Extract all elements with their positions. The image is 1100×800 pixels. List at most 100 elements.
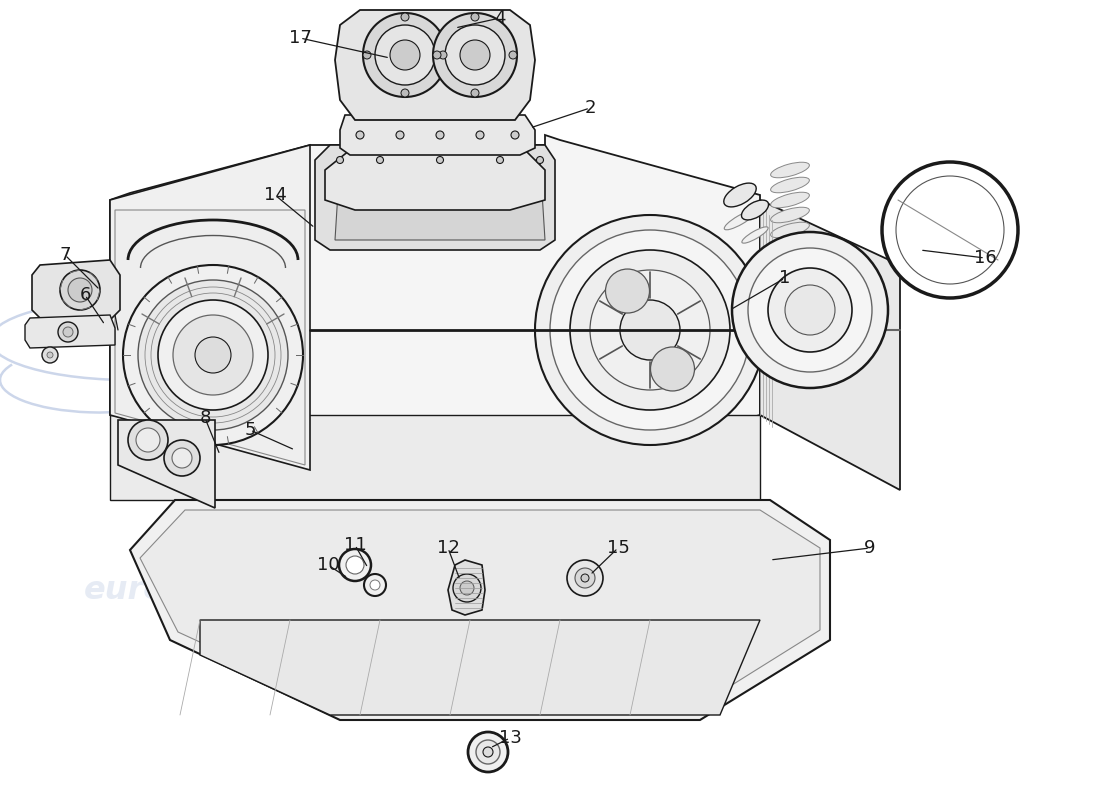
Circle shape xyxy=(882,162,1018,298)
Text: 8: 8 xyxy=(199,409,211,427)
Text: 9: 9 xyxy=(865,539,876,557)
Text: 5: 5 xyxy=(244,421,255,439)
Circle shape xyxy=(390,40,420,70)
Polygon shape xyxy=(336,10,535,120)
Circle shape xyxy=(439,51,447,59)
Ellipse shape xyxy=(741,227,768,243)
Ellipse shape xyxy=(771,192,810,208)
Circle shape xyxy=(512,131,519,139)
Ellipse shape xyxy=(771,238,810,253)
Ellipse shape xyxy=(724,210,756,230)
Circle shape xyxy=(768,268,852,352)
Circle shape xyxy=(370,580,379,590)
Text: eurospares: eurospares xyxy=(488,574,691,606)
Circle shape xyxy=(575,568,595,588)
Polygon shape xyxy=(25,315,115,348)
Circle shape xyxy=(128,420,168,460)
Circle shape xyxy=(590,270,710,390)
Ellipse shape xyxy=(771,252,810,268)
Circle shape xyxy=(173,315,253,395)
Text: 1: 1 xyxy=(779,269,791,287)
Circle shape xyxy=(476,131,484,139)
Circle shape xyxy=(509,51,517,59)
Text: eurospares: eurospares xyxy=(488,294,691,326)
Text: 10: 10 xyxy=(317,556,339,574)
Circle shape xyxy=(620,300,680,360)
Circle shape xyxy=(42,347,58,363)
Circle shape xyxy=(60,270,100,310)
Polygon shape xyxy=(130,500,830,720)
Circle shape xyxy=(164,440,200,476)
Text: 6: 6 xyxy=(79,286,90,304)
Ellipse shape xyxy=(771,222,810,238)
Text: 12: 12 xyxy=(437,539,460,557)
Polygon shape xyxy=(760,200,900,490)
Circle shape xyxy=(550,230,750,430)
Text: 7: 7 xyxy=(59,246,70,264)
Circle shape xyxy=(376,157,384,163)
Ellipse shape xyxy=(771,162,810,178)
Text: 11: 11 xyxy=(343,536,366,554)
Ellipse shape xyxy=(741,200,769,220)
Circle shape xyxy=(605,269,649,313)
Circle shape xyxy=(375,25,434,85)
Circle shape xyxy=(396,131,404,139)
Polygon shape xyxy=(448,560,485,615)
Text: 17: 17 xyxy=(288,29,311,47)
Polygon shape xyxy=(336,160,544,240)
Text: 15: 15 xyxy=(606,539,629,557)
Circle shape xyxy=(446,25,505,85)
Circle shape xyxy=(570,250,730,410)
Ellipse shape xyxy=(771,178,810,193)
Ellipse shape xyxy=(724,183,756,207)
Circle shape xyxy=(346,556,364,574)
Circle shape xyxy=(436,131,444,139)
Circle shape xyxy=(468,732,508,772)
Text: 13: 13 xyxy=(498,729,521,747)
Circle shape xyxy=(172,448,192,468)
Circle shape xyxy=(158,300,268,410)
Circle shape xyxy=(537,157,543,163)
Circle shape xyxy=(650,347,694,391)
Circle shape xyxy=(433,51,441,59)
Polygon shape xyxy=(324,150,544,210)
Polygon shape xyxy=(118,420,214,508)
Circle shape xyxy=(496,157,504,163)
Polygon shape xyxy=(116,210,305,465)
Circle shape xyxy=(47,352,53,358)
Circle shape xyxy=(363,51,371,59)
Circle shape xyxy=(356,131,364,139)
Circle shape xyxy=(460,40,490,70)
Text: 2: 2 xyxy=(584,99,596,117)
Polygon shape xyxy=(340,115,535,155)
Circle shape xyxy=(63,327,73,337)
Polygon shape xyxy=(110,145,310,470)
Circle shape xyxy=(138,280,288,430)
Circle shape xyxy=(483,747,493,757)
Circle shape xyxy=(535,215,764,445)
Text: 4: 4 xyxy=(494,9,506,27)
Circle shape xyxy=(68,278,92,302)
Text: eurospares: eurospares xyxy=(84,294,286,326)
Circle shape xyxy=(460,581,474,595)
Text: 16: 16 xyxy=(974,249,997,267)
Ellipse shape xyxy=(771,267,810,282)
Circle shape xyxy=(566,560,603,596)
Polygon shape xyxy=(110,135,760,470)
Circle shape xyxy=(136,428,160,452)
Polygon shape xyxy=(110,415,760,500)
Circle shape xyxy=(732,232,888,388)
Text: 14: 14 xyxy=(264,186,286,204)
Text: eurospares: eurospares xyxy=(84,574,286,606)
Circle shape xyxy=(58,322,78,342)
Circle shape xyxy=(433,13,517,97)
Polygon shape xyxy=(315,145,556,250)
Circle shape xyxy=(123,265,303,445)
Circle shape xyxy=(471,13,478,21)
Polygon shape xyxy=(140,510,820,710)
Circle shape xyxy=(896,176,1004,284)
Circle shape xyxy=(339,549,371,581)
Circle shape xyxy=(364,574,386,596)
Polygon shape xyxy=(200,620,760,715)
Circle shape xyxy=(476,740,501,764)
